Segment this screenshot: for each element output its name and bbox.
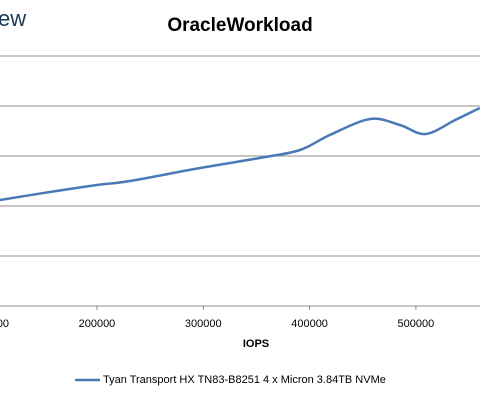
x-tick-label: 400000 (291, 318, 328, 330)
x-tick-label: 500000 (398, 318, 435, 330)
x-axis-label: IOPS (243, 338, 269, 350)
chart-title: OracleWorkload (167, 15, 312, 36)
x-tick-label: 300000 (185, 318, 222, 330)
legend-label: Tyan Transport HX TN83-B8251 4 x Micron … (103, 374, 386, 386)
logo: ew (0, 6, 26, 31)
x-tick-label: 200000 (79, 318, 116, 330)
x-tick-label: 100000 (0, 318, 9, 330)
series-line (0, 106, 480, 202)
